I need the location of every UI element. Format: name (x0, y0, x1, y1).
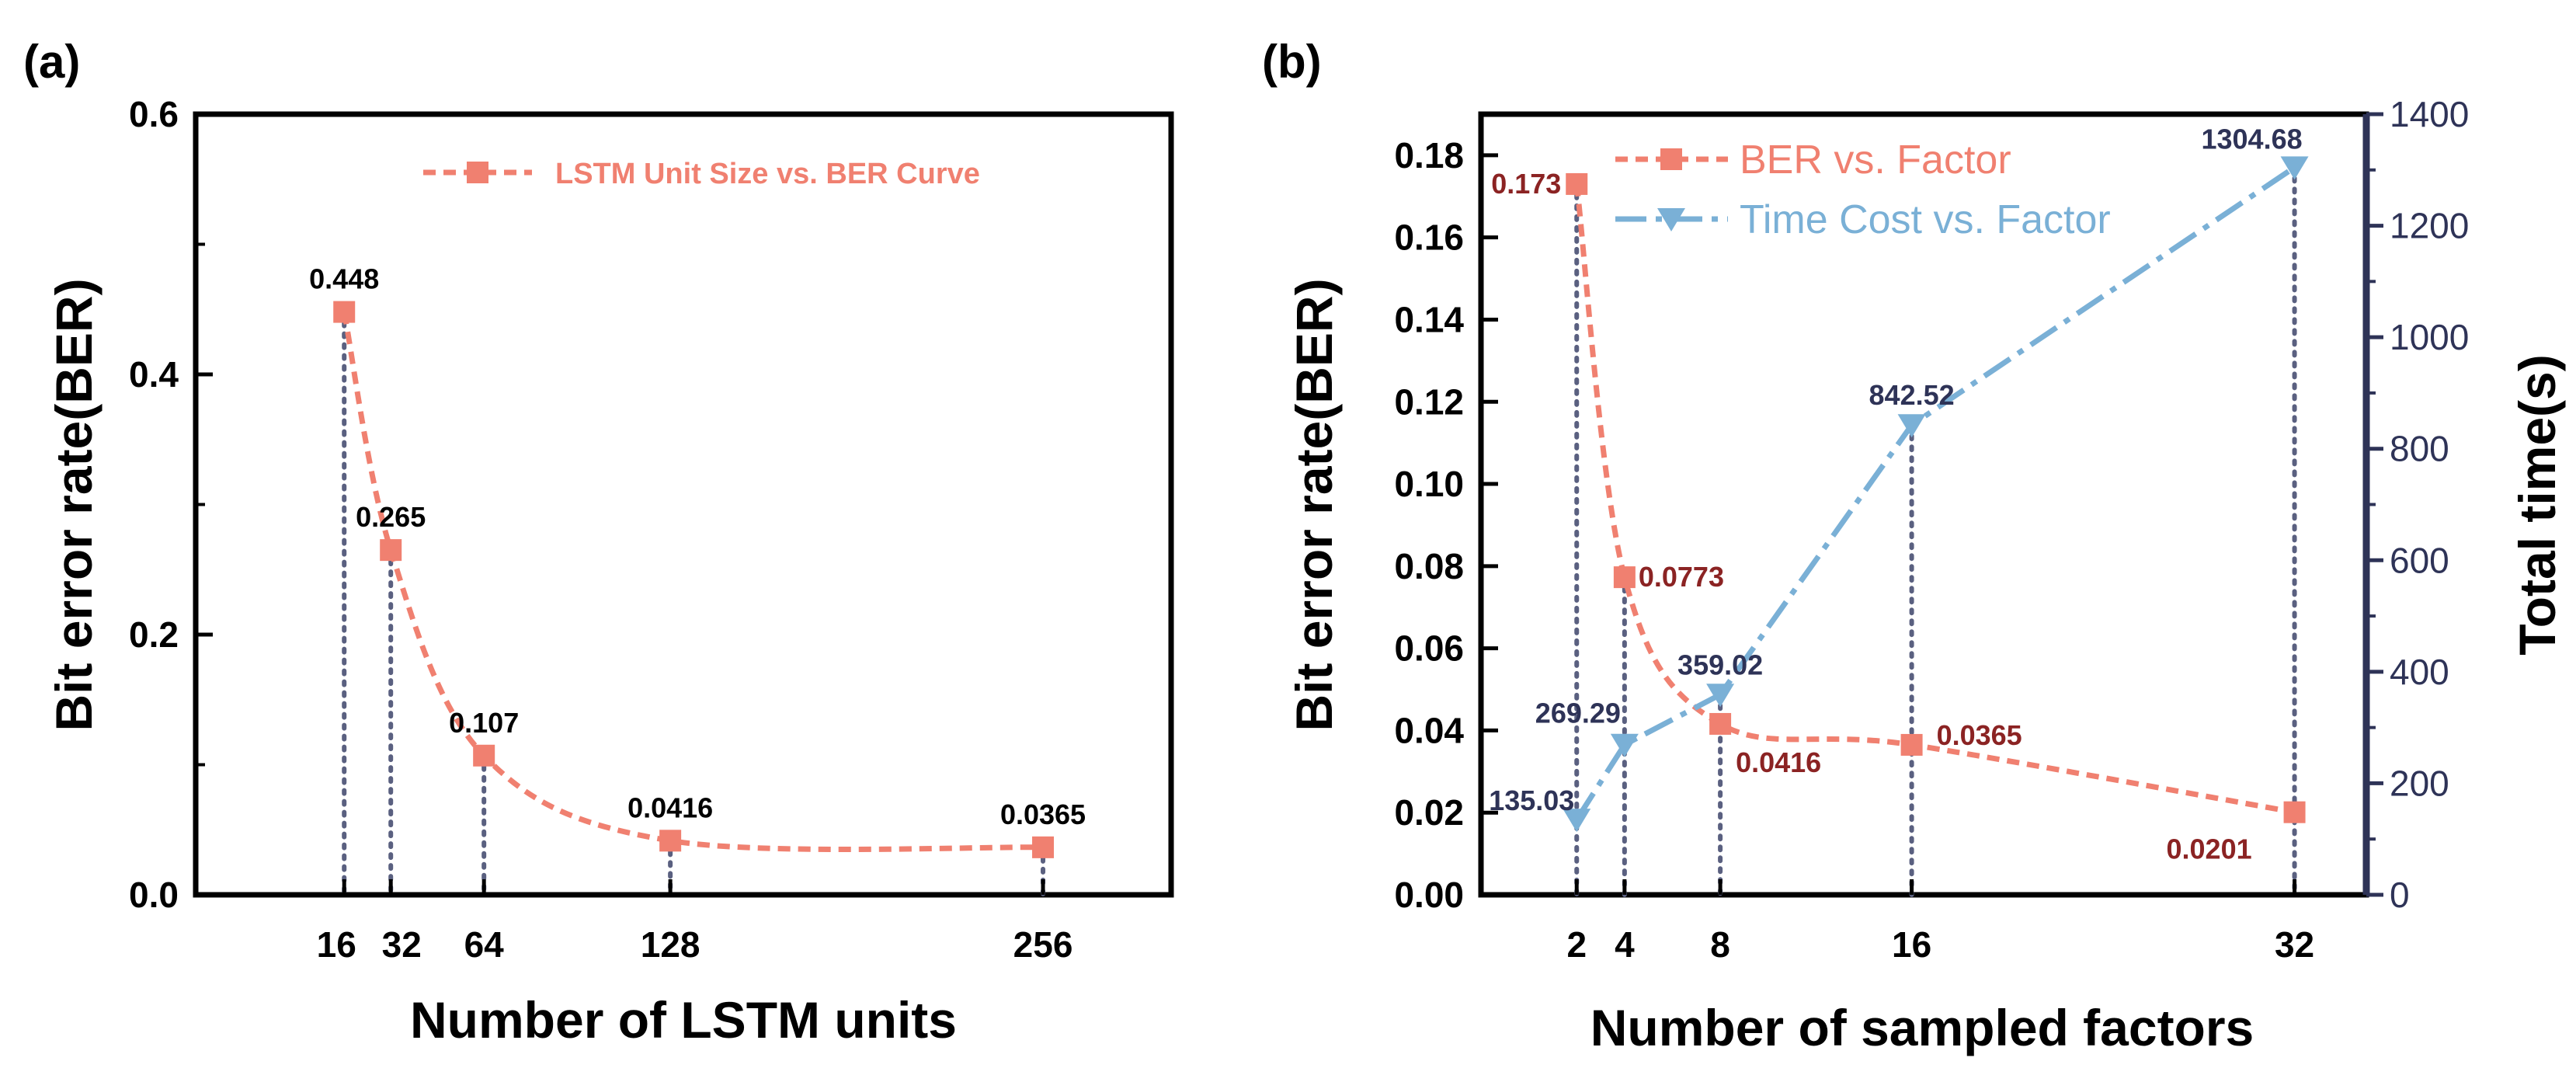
panel-a-x-tick-label: 256 (1013, 924, 1073, 965)
panel-a-data-labels: 0.448 0.265 0.107 0.0416 0.0365 (309, 263, 1086, 830)
panel-a-legend: LSTM Unit Size vs. BER Curve (423, 158, 980, 190)
panel-b-y-tick-label: 0.08 (1394, 546, 1464, 586)
panel-a-data-point (380, 539, 402, 562)
panel-b-x-tick-label: 2 (1566, 924, 1587, 965)
panel-a-x-tick-label: 64 (464, 924, 505, 965)
panel-b-ber-labels: 0.173 0.0773 0.0416 0.0365 0.0201 (1491, 168, 2251, 865)
panel-a-series-curve (341, 311, 1044, 853)
panel-a-data-point (1032, 836, 1055, 858)
panel-b-y-axis-right: 0 200 400 600 800 1000 1200 1400 (2366, 94, 2469, 915)
panel-a-x-axis-title: Number of LSTM units (410, 991, 957, 1049)
panel-b-y-right-tick-label: 600 (2390, 540, 2449, 580)
panel-b-y-tick-label: 0.02 (1394, 792, 1464, 833)
panel-b-y-axis-right-title: Total time(s) (2508, 354, 2566, 655)
panel-b-legend-ber-label: BER vs. Factor (1740, 137, 2011, 183)
panel-a-legend-marker (467, 162, 488, 183)
panel-b-time-label: 1304.68 (2201, 123, 2302, 155)
panel-b-ber-label: 0.0201 (2167, 833, 2252, 865)
panel-a-data-label: 0.0365 (1000, 798, 1086, 830)
panel-b-y-tick-label: 0.04 (1394, 710, 1464, 750)
panel-b-time-point (1897, 414, 1926, 438)
panel-b-y-right-tick-label: 0 (2390, 875, 2410, 915)
panel-b-time-point (1610, 733, 1639, 757)
panel-a-data-points (333, 301, 1055, 858)
panel-a-data-point (473, 744, 495, 767)
panel-b-x-tick-label: 16 (1892, 924, 1931, 965)
panel-b-y-tick-label: 0.10 (1394, 464, 1464, 504)
panel-a-data-label: 0.448 (309, 263, 379, 295)
panel-a-x-axis: 16 32 64 128 256 (317, 879, 1073, 965)
panel-b-ber-point (2283, 801, 2306, 823)
panel-b-y-tick-label: 0.14 (1394, 299, 1464, 339)
panel-a-data-label: 0.107 (449, 707, 519, 739)
panel-a-y-tick-label: 0.0 (129, 875, 179, 915)
panel-b-ber-line (1573, 183, 2296, 816)
panel-b-x-tick-label: 8 (1710, 924, 1730, 965)
panel-b-ber-point (1566, 172, 1588, 195)
panel-b-y-right-tick-label: 400 (2390, 652, 2449, 692)
panel-b-time-point (1563, 809, 1591, 833)
panel-b-time-point (2280, 156, 2309, 180)
panel-b-y-axis-left: 0.00 0.02 0.04 0.06 0.08 0.10 0.12 0.14 0.16 0.18 (1394, 135, 1498, 915)
panel-b-y-tick-label: 0.18 (1394, 135, 1464, 176)
panel-b-y-right-tick-label: 1400 (2390, 94, 2469, 134)
chart-panel-a: (a) 0.448 0.265 0.107 0.0416 0.0365 16 32 64 12… (23, 36, 1174, 1049)
panel-b-x-tick-label: 4 (1615, 924, 1635, 965)
panel-b-x-axis-title: Number of sampled factors (1590, 999, 2254, 1056)
panel-b-ber-point (1613, 566, 1636, 589)
panel-a-legend-label: LSTM Unit Size vs. BER Curve (555, 158, 980, 190)
panel-b-legend-ber-marker (1660, 148, 1682, 170)
panel-b-ber-point (1900, 733, 1923, 756)
panel-b-ber-point (1709, 712, 1732, 735)
panel-a-y-tick-label: 0.6 (129, 94, 179, 134)
panel-b-time-points (1563, 156, 2309, 833)
panel-a-label: (a) (23, 36, 80, 88)
panel-b-legend-time-label: Time Cost vs. Factor (1740, 197, 2111, 242)
panel-b-label: (b) (1262, 36, 1322, 88)
panel-b-y-tick-label: 0.16 (1394, 217, 1464, 258)
panel-b-ber-label: 0.0416 (1736, 746, 1821, 778)
panel-a-data-point (659, 830, 682, 852)
panel-a-series-line (341, 311, 1044, 853)
panel-b-y-tick-label: 0.06 (1394, 628, 1464, 669)
panel-b-y-right-tick-label: 200 (2390, 763, 2449, 803)
panel-b-x-axis: 2 4 8 16 32 (1566, 879, 2314, 965)
panel-b-ber-label: 0.173 (1491, 168, 1561, 200)
panel-b-time-label: 135.03 (1489, 785, 1574, 816)
panel-b-time-label: 269.29 (1535, 698, 1621, 729)
panel-b-ber-label: 0.0773 (1639, 561, 1724, 593)
panel-b-y-tick-label: 0.12 (1394, 381, 1464, 422)
panel-b-time-label: 842.52 (1869, 379, 1955, 411)
panel-a-data-point (333, 301, 356, 323)
panel-b-time-point (1706, 684, 1735, 708)
panel-a-y-tick-label: 0.2 (129, 614, 179, 655)
panel-b-time-curve (1574, 165, 2296, 821)
panel-b-ber-label: 0.0365 (1937, 719, 2022, 751)
panel-b-drop-lines (1574, 165, 2297, 897)
panel-a-y-axis-title: Bit error rate(BER) (45, 278, 103, 731)
panel-b-y-right-tick-label: 800 (2390, 429, 2449, 469)
panel-a-y-tick-label: 0.4 (129, 354, 179, 395)
panel-b-legend-time-marker (1657, 208, 1685, 231)
panel-a-data-label: 0.0416 (627, 791, 713, 823)
panel-a-x-tick-label: 32 (382, 924, 422, 965)
panel-b-y-right-tick-label: 1200 (2390, 206, 2469, 246)
panel-b-y-right-tick-label: 1000 (2390, 317, 2469, 357)
panel-b-time-labels: 135.03 269.29 359.02 842.52 1304.68 (1489, 123, 2302, 816)
panel-a-x-tick-label: 128 (641, 924, 700, 965)
panel-a-plot-frame (193, 111, 1174, 898)
panel-b-legend: BER vs. Factor Time Cost vs. Factor (1615, 137, 2111, 242)
panel-b-y-tick-label: 0.00 (1394, 875, 1464, 915)
panel-a-x-tick-label: 16 (317, 924, 356, 965)
panel-b-x-tick-label: 32 (2275, 924, 2314, 965)
panel-b-ber-curve (1573, 183, 2296, 816)
panel-b-time-label: 359.02 (1677, 649, 1763, 680)
panel-b-time-line (1574, 165, 2296, 821)
panel-b-y-axis-title: Bit error rate(BER) (1285, 278, 1343, 731)
panel-b-ber-points (1566, 172, 2306, 823)
panel-a-y-axis: 0.0 0.2 0.4 0.6 (129, 94, 213, 915)
panel-a-data-label: 0.265 (356, 501, 426, 533)
